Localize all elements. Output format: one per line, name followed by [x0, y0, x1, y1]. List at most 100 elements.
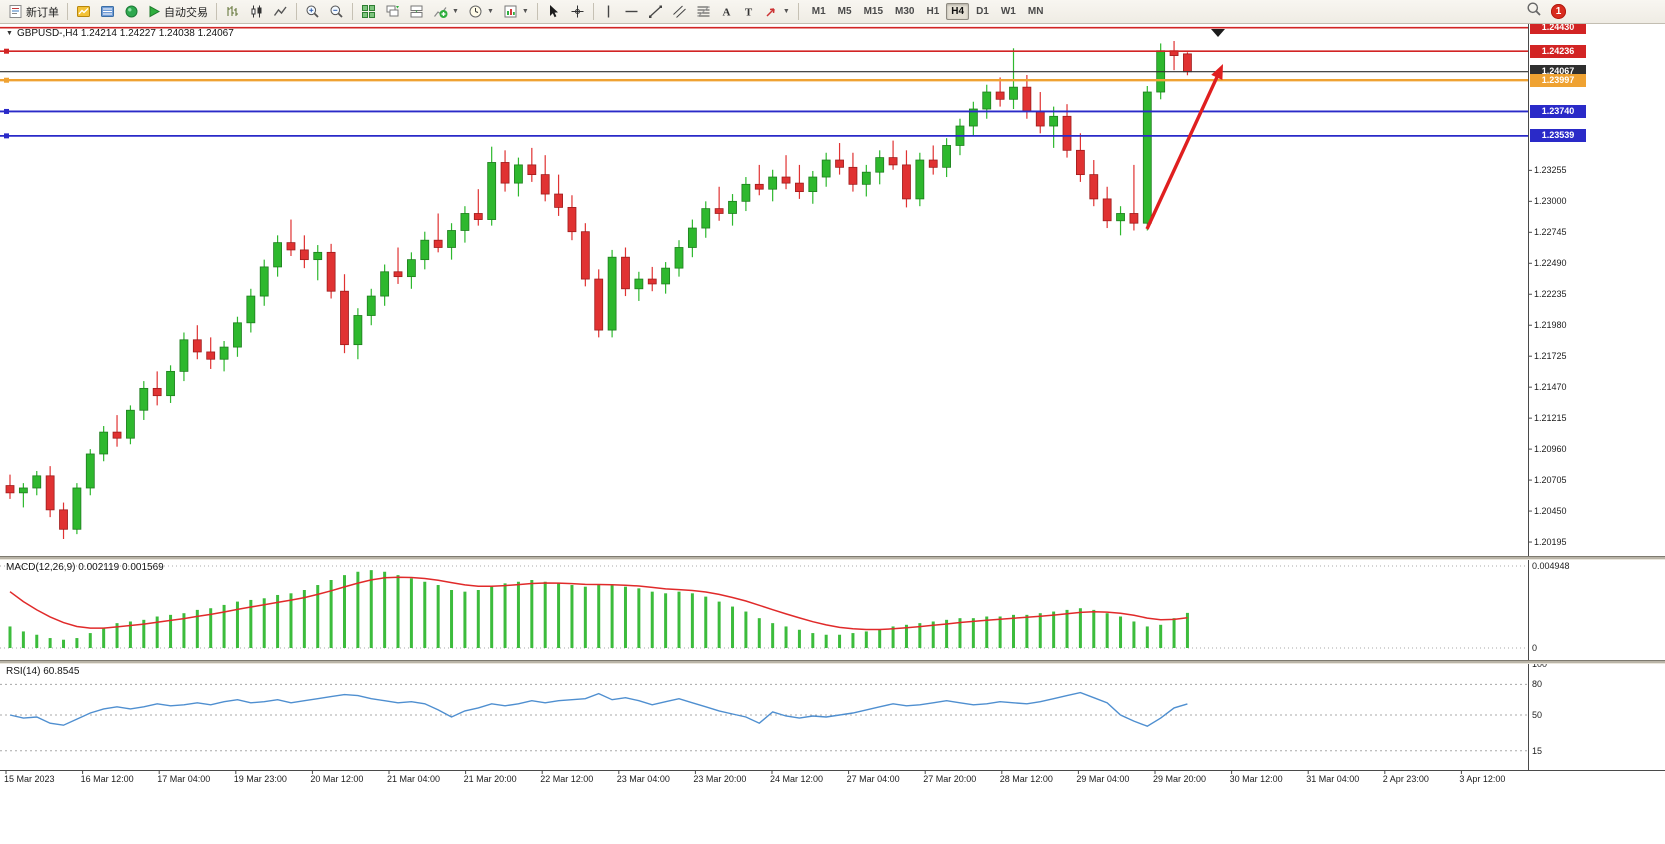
bear-candle [393, 271, 403, 278]
notification-badge[interactable]: 1 [1551, 4, 1566, 19]
bear-candle [1035, 111, 1045, 127]
bear-candle [1076, 149, 1085, 176]
bull-candle [487, 162, 497, 220]
fibonacci-icon [696, 4, 711, 19]
arrows-tool-button[interactable]: ▼ [760, 1, 794, 23]
new-order-button[interactable]: 新订单 [4, 1, 63, 23]
bear-candle [567, 207, 577, 233]
vertical-line-icon [602, 4, 615, 19]
label-icon: T [742, 4, 755, 19]
macd-signal-line [9, 576, 1188, 631]
line-chart-icon [273, 4, 288, 19]
indicators-button[interactable]: ▼ [429, 1, 463, 23]
toolbar-separator [67, 3, 68, 20]
navigator-button[interactable] [120, 1, 143, 23]
bull-candle [1009, 86, 1018, 100]
zoom-out-button[interactable] [325, 1, 348, 23]
tile-windows-button[interactable] [357, 1, 380, 23]
cursor-icon [546, 4, 561, 19]
crosshair-tool-button[interactable] [566, 1, 589, 23]
periods-button[interactable]: ▼ [464, 1, 498, 23]
bar-chart-button[interactable] [221, 1, 244, 23]
search-icon[interactable] [1526, 1, 1542, 22]
bull-candle [126, 409, 135, 439]
trend-arrow-head[interactable] [1211, 64, 1223, 80]
templates-button[interactable]: ▼ [499, 1, 533, 23]
line-chart-button[interactable] [269, 1, 292, 23]
data-window-button[interactable] [96, 1, 119, 23]
timeframe-button-m1[interactable]: M1 [811, 6, 826, 17]
bull-candle [85, 453, 95, 489]
line-handle[interactable] [4, 77, 9, 83]
bear-candle [848, 166, 858, 185]
panel-separator[interactable] [0, 660, 1665, 664]
zoom-out-icon [329, 4, 344, 19]
timeframe-button-mn[interactable]: MN [1027, 6, 1044, 17]
panel-separator[interactable] [0, 556, 1665, 560]
timeframe-button-d1[interactable]: D1 [976, 6, 989, 17]
bear-candle [902, 164, 911, 200]
bear-candle [1102, 198, 1112, 222]
equidistant-channel-icon [672, 4, 687, 19]
bull-candle [875, 157, 885, 173]
main-toolbar: 新订单 自动交易 ▼ ▼ ▼ A T ▼ M1 M5 M15 M30 H1 H4 D1 W1 M… [0, 0, 1665, 24]
bull-candle [607, 256, 617, 331]
new-order-icon [8, 4, 23, 19]
timeframe-button-h1[interactable]: H1 [926, 6, 940, 17]
indicators-add-icon [433, 4, 448, 19]
market-watch-button[interactable] [72, 1, 95, 23]
bear-candle [299, 249, 309, 261]
chevron-down-icon: ▼ [782, 8, 790, 15]
market-watch-icon [76, 4, 91, 19]
template-icon [503, 4, 518, 19]
timeframe-button-w1[interactable]: W1 [1000, 6, 1016, 17]
bull-candle [32, 475, 42, 489]
timeframe-button-m15[interactable]: M15 [863, 6, 884, 17]
bull-candle [968, 108, 978, 127]
timeframe-button-h4[interactable]: H4 [946, 3, 970, 20]
zoom-in-button[interactable] [301, 1, 324, 23]
vertical-line-tool-button[interactable] [598, 1, 619, 23]
autotrading-button[interactable]: 自动交易 [144, 1, 212, 23]
trendline-tool-button[interactable] [644, 1, 667, 23]
bull-candle [821, 159, 831, 178]
candlestick-chart-button[interactable] [245, 1, 268, 23]
bear-candle [754, 183, 764, 190]
bear-candle [286, 242, 296, 251]
bull-candle [139, 387, 149, 411]
bull-candle [674, 247, 684, 269]
navigator-icon [124, 4, 139, 19]
text-tool-button[interactable]: A [716, 1, 737, 23]
bar-chart-icon [225, 4, 240, 19]
bull-candle [313, 251, 323, 261]
bull-candle [166, 370, 175, 397]
bear-candle [540, 174, 550, 195]
bear-candle [888, 157, 898, 166]
cursor-tool-button[interactable] [542, 1, 565, 23]
timeframe-button-m30[interactable]: M30 [895, 6, 915, 17]
label-tool-button[interactable]: T [738, 1, 759, 23]
chevron-down-icon: ▼ [452, 8, 459, 15]
line-handle[interactable] [4, 133, 9, 139]
fibonacci-tool-button[interactable] [692, 1, 715, 23]
cascade-windows-button[interactable] [381, 1, 404, 23]
bull-candle [808, 176, 818, 193]
timeframe-button-m5[interactable]: M5 [837, 6, 852, 17]
chart-shift-marker-icon[interactable] [1211, 29, 1225, 37]
bull-candle [701, 208, 711, 229]
horizontal-line-icon [624, 4, 639, 19]
bull-candle [514, 164, 523, 184]
bear-candle [152, 387, 162, 397]
tile-vertical-button[interactable] [405, 1, 428, 23]
horizontal-line-tool-button[interactable] [620, 1, 643, 23]
bear-candle [206, 351, 216, 360]
line-handle[interactable] [4, 48, 9, 54]
bear-candle [45, 475, 55, 511]
bull-candle [768, 176, 778, 190]
trend-arrow-line[interactable] [1145, 71, 1221, 230]
channel-tool-button[interactable] [668, 1, 691, 23]
bull-candle [18, 487, 28, 494]
line-handle[interactable] [4, 108, 9, 114]
bear-candle [527, 164, 537, 176]
